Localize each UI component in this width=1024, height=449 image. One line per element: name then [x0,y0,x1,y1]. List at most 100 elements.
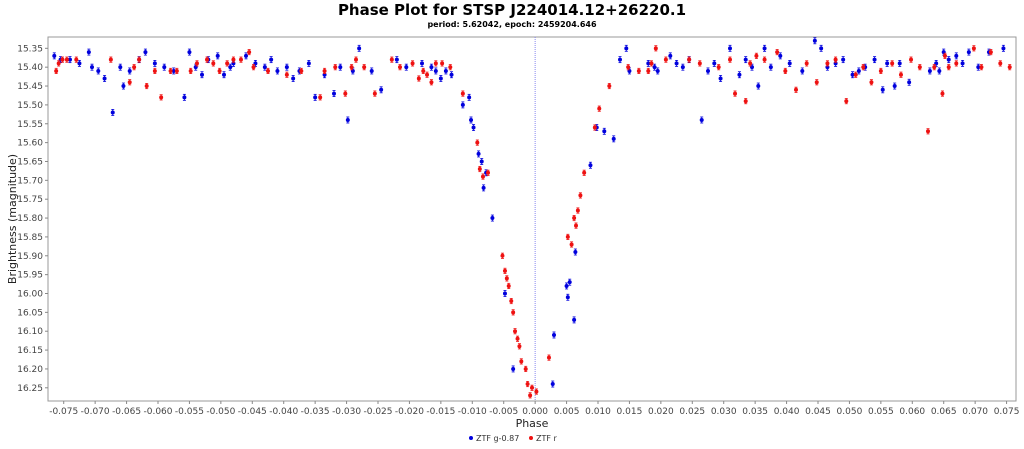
point-marker [525,382,530,387]
data-point [52,52,57,60]
point-marker [231,57,236,62]
data-point [121,82,126,90]
data-point [850,71,855,79]
data-point [506,282,511,289]
point-marker [215,53,220,58]
point-marker [433,68,438,73]
point-marker [668,53,673,58]
point-marker [856,68,861,73]
data-point [56,60,61,67]
data-point [477,165,482,173]
data-point [420,59,424,67]
x-tick-label: -0.045 [238,407,267,417]
point-marker [448,65,453,70]
data-point [699,116,704,124]
point-marker [354,57,358,62]
point-marker [502,268,507,273]
data-point [357,44,362,52]
point-marker [162,65,167,70]
point-marker [565,234,570,239]
point-marker [217,68,222,73]
point-marker [841,57,846,62]
data-point [410,60,415,67]
point-marker [892,84,897,89]
data-point [349,64,354,71]
data-point [438,75,443,82]
data-point [582,169,587,176]
data-point [733,90,738,97]
legend-marker [469,436,473,440]
point-marker [825,61,830,66]
point-marker [332,91,336,96]
data-point [369,67,374,75]
point-marker [800,68,805,73]
point-marker [756,84,761,89]
data-point [481,184,486,192]
point-marker [90,65,94,70]
data-point [668,52,673,60]
data-point [588,161,593,169]
data-point [215,52,220,60]
data-point [132,64,137,71]
data-point [244,52,248,60]
x-tick-label: 0.030 [711,407,737,417]
data-point [519,358,524,365]
data-point [479,158,484,165]
data-point [500,252,505,259]
plot-area [47,36,1017,402]
point-marker [960,61,965,66]
data-point [460,101,465,109]
point-marker [318,95,323,100]
data-point [646,67,651,74]
point-marker [421,68,426,73]
data-point [800,67,805,75]
x-tick-label: 0.025 [679,407,705,417]
y-tick-label: 15.50 [17,101,43,111]
data-point [448,64,453,71]
point-marker [850,72,855,77]
data-point [812,37,817,45]
series-ztf-g [52,37,1006,388]
point-marker [143,50,148,55]
chart-title: Phase Plot for STSP J224014.12+26220.1 [338,1,686,19]
point-marker [500,253,505,258]
legend-label-ztf-r: ZTF r [536,434,558,443]
data-point [550,380,555,388]
point-marker [602,129,607,134]
point-marker [144,84,149,89]
data-point [284,63,289,71]
data-point [602,127,607,135]
point-marker [118,65,123,70]
point-marker [476,151,481,156]
data-point [460,90,465,97]
point-marker [597,106,602,111]
x-tick-label: -0.050 [206,407,235,417]
data-point [597,105,602,112]
data-point [187,48,192,56]
x-tick-label: 0.075 [994,407,1020,417]
y-tick-label: 15.65 [17,157,43,167]
y-tick-label: 15.70 [17,176,43,186]
data-point [509,298,514,305]
point-marker [940,91,945,96]
data-point [449,71,454,79]
point-marker [804,61,809,66]
y-tick-label: 15.75 [17,195,43,205]
data-point [940,90,945,97]
x-tick-label: -0.040 [269,407,298,417]
point-marker [569,242,574,247]
data-point [892,82,897,90]
data-point [511,365,516,373]
y-tick-label: 16.20 [17,365,43,375]
point-marker [946,57,951,62]
data-point [90,63,94,71]
point-marker [861,65,866,70]
point-marker [313,95,318,100]
data-point [502,290,507,297]
data-point [712,59,717,67]
data-point [762,44,767,52]
point-marker [885,61,890,66]
data-point [680,63,685,71]
data-point [804,60,809,67]
point-marker [869,80,874,85]
